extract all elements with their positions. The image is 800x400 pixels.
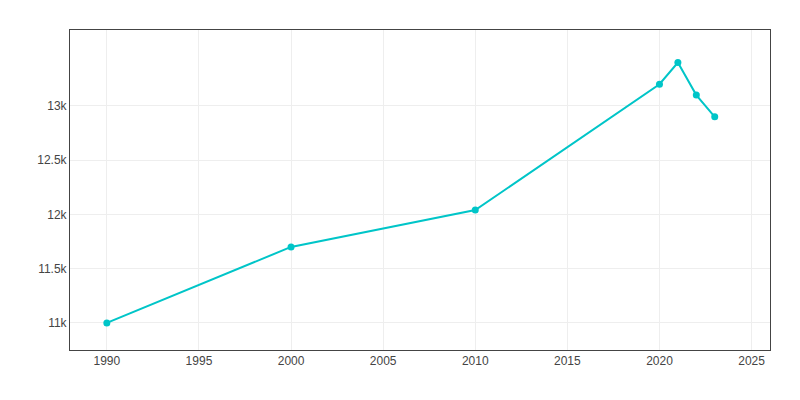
svg-text:11.5k: 11.5k (38, 262, 67, 276)
svg-text:2010: 2010 (462, 354, 489, 368)
svg-text:1995: 1995 (186, 354, 213, 368)
svg-text:11k: 11k (48, 316, 67, 330)
svg-text:2015: 2015 (554, 354, 581, 368)
svg-text:1990: 1990 (93, 354, 120, 368)
svg-text:12k: 12k (47, 208, 67, 222)
svg-text:13k: 13k (47, 99, 67, 113)
svg-text:12.5k: 12.5k (37, 153, 67, 167)
svg-text:2025: 2025 (738, 354, 765, 368)
svg-text:2000: 2000 (278, 354, 305, 368)
svg-text:2005: 2005 (370, 354, 397, 368)
svg-text:2020: 2020 (646, 354, 673, 368)
